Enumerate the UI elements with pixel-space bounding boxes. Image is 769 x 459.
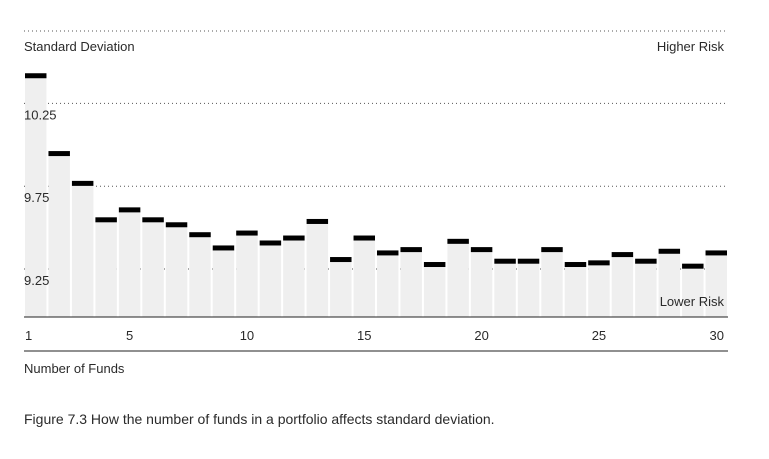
bar-14 (330, 259, 352, 317)
y-tick-label-9.25: 9.25 (24, 273, 49, 288)
value-marker-16 (377, 250, 399, 256)
bar-26 (611, 254, 634, 317)
bars (25, 75, 727, 317)
value-marker-7 (165, 222, 188, 228)
value-marker-21 (494, 258, 516, 264)
x-axis-title: Number of Funds (24, 361, 125, 376)
x-tick-label-20: 20 (474, 328, 488, 343)
value-marker-13 (306, 218, 329, 224)
value-marker-30 (705, 250, 727, 256)
x-tick-label-30: 30 (710, 328, 724, 343)
value-marker-25 (588, 260, 610, 266)
y-axis-title: Standard Deviation (24, 39, 135, 54)
figure-caption: Figure 7.3 How the number of funds in a … (24, 411, 495, 427)
bar-30 (705, 252, 727, 317)
bar-21 (494, 260, 516, 317)
bar-11 (259, 242, 282, 317)
bar-3 (71, 182, 94, 317)
value-marker-15 (353, 235, 375, 241)
value-marker-9 (212, 245, 235, 251)
bar-17 (400, 249, 422, 317)
value-marker-5 (118, 207, 141, 213)
value-marker-11 (259, 240, 282, 246)
value-marker-26 (611, 252, 634, 258)
x-tick-label-25: 25 (592, 328, 606, 343)
higher-risk-label: Higher Risk (657, 39, 725, 54)
x-tick-label-15: 15 (357, 328, 371, 343)
value-marker-4 (95, 217, 117, 223)
bar-8 (189, 234, 211, 317)
bar-15 (353, 237, 375, 317)
value-marker-1 (25, 73, 47, 79)
x-tick-label-1: 1 (25, 328, 32, 343)
bar-23 (541, 249, 563, 317)
bar-28 (658, 250, 681, 317)
y-tick-label-10.25: 10.25 (24, 107, 57, 122)
value-marker-17 (400, 247, 422, 253)
bar-10 (236, 232, 258, 317)
bar-2 (48, 153, 70, 317)
value-marker-24 (564, 262, 587, 268)
bar-20 (470, 249, 493, 317)
bar-25 (588, 262, 610, 317)
value-marker-14 (330, 257, 352, 263)
lower-risk-label: Lower Risk (660, 294, 725, 309)
bar-7 (165, 224, 188, 317)
bar-18 (423, 264, 446, 317)
value-marker-6 (142, 217, 164, 223)
value-marker-28 (658, 248, 681, 254)
bar-22 (517, 260, 540, 317)
value-markers (25, 73, 727, 269)
value-marker-20 (470, 247, 493, 253)
value-marker-2 (48, 151, 70, 157)
bar-12 (283, 237, 305, 317)
x-tick-label-5: 5 (126, 328, 133, 343)
value-marker-22 (517, 258, 540, 264)
gridlines (24, 30, 728, 270)
value-marker-12 (283, 235, 305, 241)
value-marker-3 (71, 180, 94, 186)
bar-16 (377, 252, 399, 317)
bar-1 (25, 75, 47, 317)
x-tick-label-10: 10 (240, 328, 254, 343)
y-tick-label-9.75: 9.75 (24, 190, 49, 205)
bar-9 (212, 247, 235, 317)
value-marker-19 (447, 238, 469, 244)
value-marker-8 (189, 232, 211, 238)
bar-29 (682, 265, 704, 317)
bar-27 (635, 260, 657, 317)
bar-13 (306, 220, 329, 317)
bar-6 (142, 219, 164, 317)
value-marker-29 (682, 263, 704, 269)
bar-5 (118, 209, 141, 317)
value-marker-10 (236, 230, 258, 236)
value-marker-23 (541, 247, 563, 253)
value-marker-18 (423, 262, 446, 268)
bar-4 (95, 219, 117, 317)
value-marker-27 (635, 258, 657, 264)
bar-19 (447, 240, 469, 317)
bar-24 (564, 264, 587, 317)
